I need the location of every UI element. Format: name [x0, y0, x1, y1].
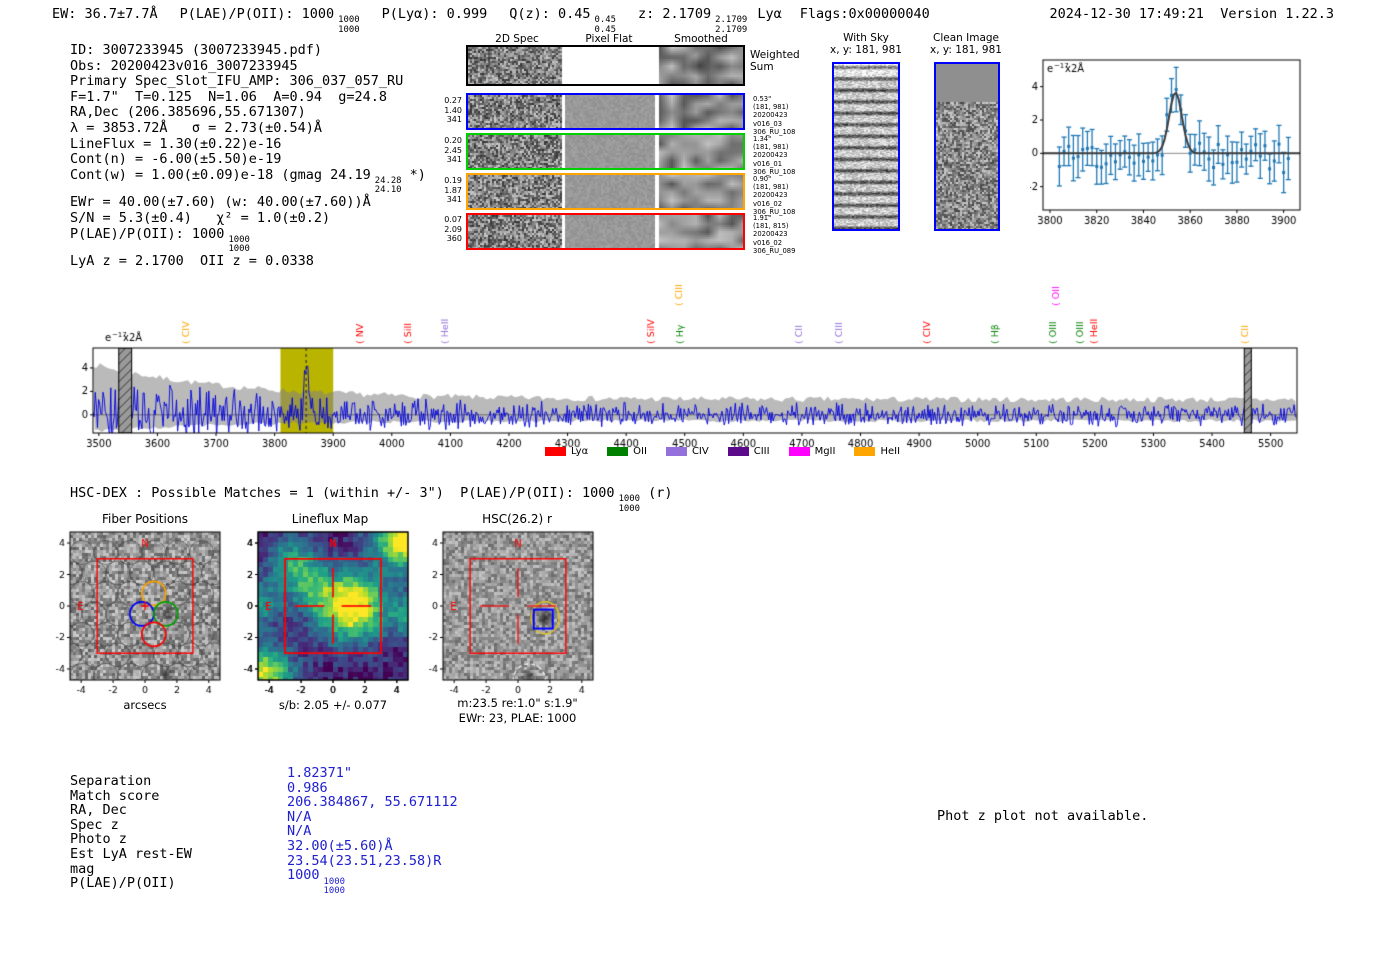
qz-value: Q(z): 0.45 0.45 0.45: [509, 6, 616, 35]
weighted-sum-2dspec-image: [466, 45, 745, 86]
col-header-2dspec: 2D Spec: [495, 33, 539, 45]
fiber-weights-labels: 0.20 2.45 341: [444, 136, 462, 164]
lineflux-map-panel: [240, 527, 413, 697]
legend-label: OII: [633, 446, 647, 457]
fiber-weights-labels: 0.27 1.40 341: [444, 96, 462, 124]
fiber-weights-labels: 0.07 2.09 360: [444, 215, 462, 243]
fiber-positions-title: Fiber Positions: [101, 512, 189, 526]
legend-item-HeII: HeII: [854, 446, 900, 457]
line-id: Lyα: [757, 6, 782, 22]
info-line-obs: Obs: 20200423v016_3007233945: [70, 57, 298, 74]
summary-header: EW: 36.7±7.7Å P(LAE)/P(OII): 1000 1000 100…: [52, 6, 930, 35]
legend-swatch: [607, 447, 629, 456]
legend-item-MgII: MgII: [788, 446, 836, 457]
legend-label: MgII: [814, 446, 836, 457]
source-info-block: ID: 3007233945 (3007233945.pdf) Obs: 202…: [70, 42, 426, 270]
fiber-2dspec-image: [466, 213, 745, 250]
clean-image: [934, 62, 1000, 231]
fiber-annotation: 0.53" (181, 981) 20200423 v016_03 306_RU_108: [753, 95, 796, 136]
flags-value: Flags:0x00000040: [799, 6, 930, 22]
legend-swatch: [545, 447, 566, 456]
z-value: z: 2.1709 2.1709 2.1709: [637, 6, 748, 35]
fiber-2dspec-image: [466, 173, 745, 210]
legend-swatch: [727, 447, 749, 456]
info-line-redshifts: LyA z = 2.1700 OII z = 0.0338: [70, 253, 314, 270]
timestamp-version: 2024-12-30 17:49:21 Version 1.22.3: [1049, 6, 1335, 22]
match-table-values: 1.82371" 0.986 206.384867, 55.671112 N/A…: [287, 765, 458, 896]
legend-item-Lyα: Lyα: [545, 446, 588, 457]
photz-unavailable-notice: Phot z plot not available.: [937, 808, 1149, 824]
catalog-match-line: HSC-DEX : Possible Matches = 1 (within +…: [70, 485, 673, 514]
info-line-seeing: F=1.7" T=0.125 N=1.06 A=0.94 g=24.8: [70, 88, 387, 105]
legend-swatch: [665, 447, 687, 456]
ew-value: EW: 36.7±7.7Å: [52, 6, 158, 22]
col-header-smoothed: Smoothed: [674, 33, 728, 45]
fiber-positions-panel: [52, 527, 225, 697]
legend-label: CIV: [691, 446, 709, 457]
info-line-radec: RA,Dec (206.385696,55.671307): [70, 104, 306, 121]
info-line-cont-w: Cont(w) = 1.00(±0.09)e-18 (gmag 24.19 24.…: [70, 166, 426, 196]
with-sky-image: [832, 62, 900, 231]
legend-swatch: [788, 447, 810, 456]
with-sky-coords: x, y: 181, 981: [830, 44, 902, 56]
legend-label: HeII: [880, 446, 901, 457]
legend-label: CIII: [753, 446, 770, 457]
fiber-annotation: 1.34" (181, 981) 20200423 v016_01 306_RU_108: [753, 135, 796, 176]
clean-image-coords: x, y: 181, 981: [930, 44, 1002, 56]
info-line-sn: S/N = 5.3(±0.4) χ² = 1.0(±0.2): [70, 209, 331, 226]
info-line-wavelength: λ = 3853.72Å σ = 2.73(±0.54)Å: [70, 119, 322, 136]
legend-label: Lyα: [571, 446, 589, 457]
fiber-annotation: 1.91" (181, 815) 20200423 v016_02 306_RU_089: [753, 214, 796, 255]
legend-swatch: [854, 447, 876, 456]
fiber-2dspec-image: [466, 93, 745, 130]
legend-item-CIV: CIV: [665, 446, 709, 457]
fiber-weights-labels: 0.19 1.87 341: [444, 176, 462, 204]
full-spectrum-plot: [80, 268, 1310, 458]
clean-image-title: Clean Image: [932, 32, 1000, 44]
hsc-ewr-plae-label: EWr: 23, PLAE: 1000: [458, 711, 577, 725]
legend-item-CIII: CIII: [727, 446, 770, 457]
hsc-cutout-panel: [425, 527, 598, 697]
legend-item-OII: OII: [607, 446, 647, 457]
col-header-pixelflat: Pixel Flat: [585, 33, 633, 45]
lineflux-sb-label: s/b: 2.05 +/- 0.077: [278, 698, 388, 712]
info-line-cont-n: Cont(n) = -6.00(±5.50)e-19: [70, 151, 282, 168]
lineflux-map-title: Lineflux Map: [291, 512, 369, 526]
p-lya-value: P(Lyα): 0.999: [381, 6, 488, 22]
info-line-lineflux: LineFlux = 1.30(±0.22)e-16: [70, 135, 282, 152]
hsc-morphology-label: m:23.5 re:1.0" s:1.9": [457, 696, 578, 710]
fiber-2dspec-image: [466, 133, 745, 170]
info-line-id: ID: 3007233945 (3007233945.pdf): [70, 42, 322, 58]
spectrum-legend: Lyα OII CIV CIII MgII HeII: [545, 446, 900, 457]
fiber-annotation: 0.90" (181, 981) 20200423 v016_02 306_RU_108: [753, 175, 796, 216]
weighted-sum-label: Weighted Sum: [750, 49, 800, 73]
hsc-cutout-title: HSC(26.2) r: [482, 512, 552, 526]
info-line-ewr: EWr = 40.00(±7.60) (w: 40.00(±7.60))Å: [70, 194, 371, 211]
info-line-primary: Primary Spec_Slot_IFU_AMP: 306_037_057_R…: [70, 73, 404, 90]
with-sky-title: With Sky: [843, 32, 889, 44]
match-table-labels: Separation Match score RA, Dec Spec z Ph…: [70, 773, 192, 892]
fiber-positions-xlabel: arcsecs: [123, 698, 167, 712]
plae-poii-value: P(LAE)/P(OII): 1000 1000 1000: [179, 6, 360, 35]
line-fit-plot: [1030, 52, 1320, 242]
info-line-plae: P(LAE)/P(OII): 1000 1000 1000: [70, 225, 250, 255]
